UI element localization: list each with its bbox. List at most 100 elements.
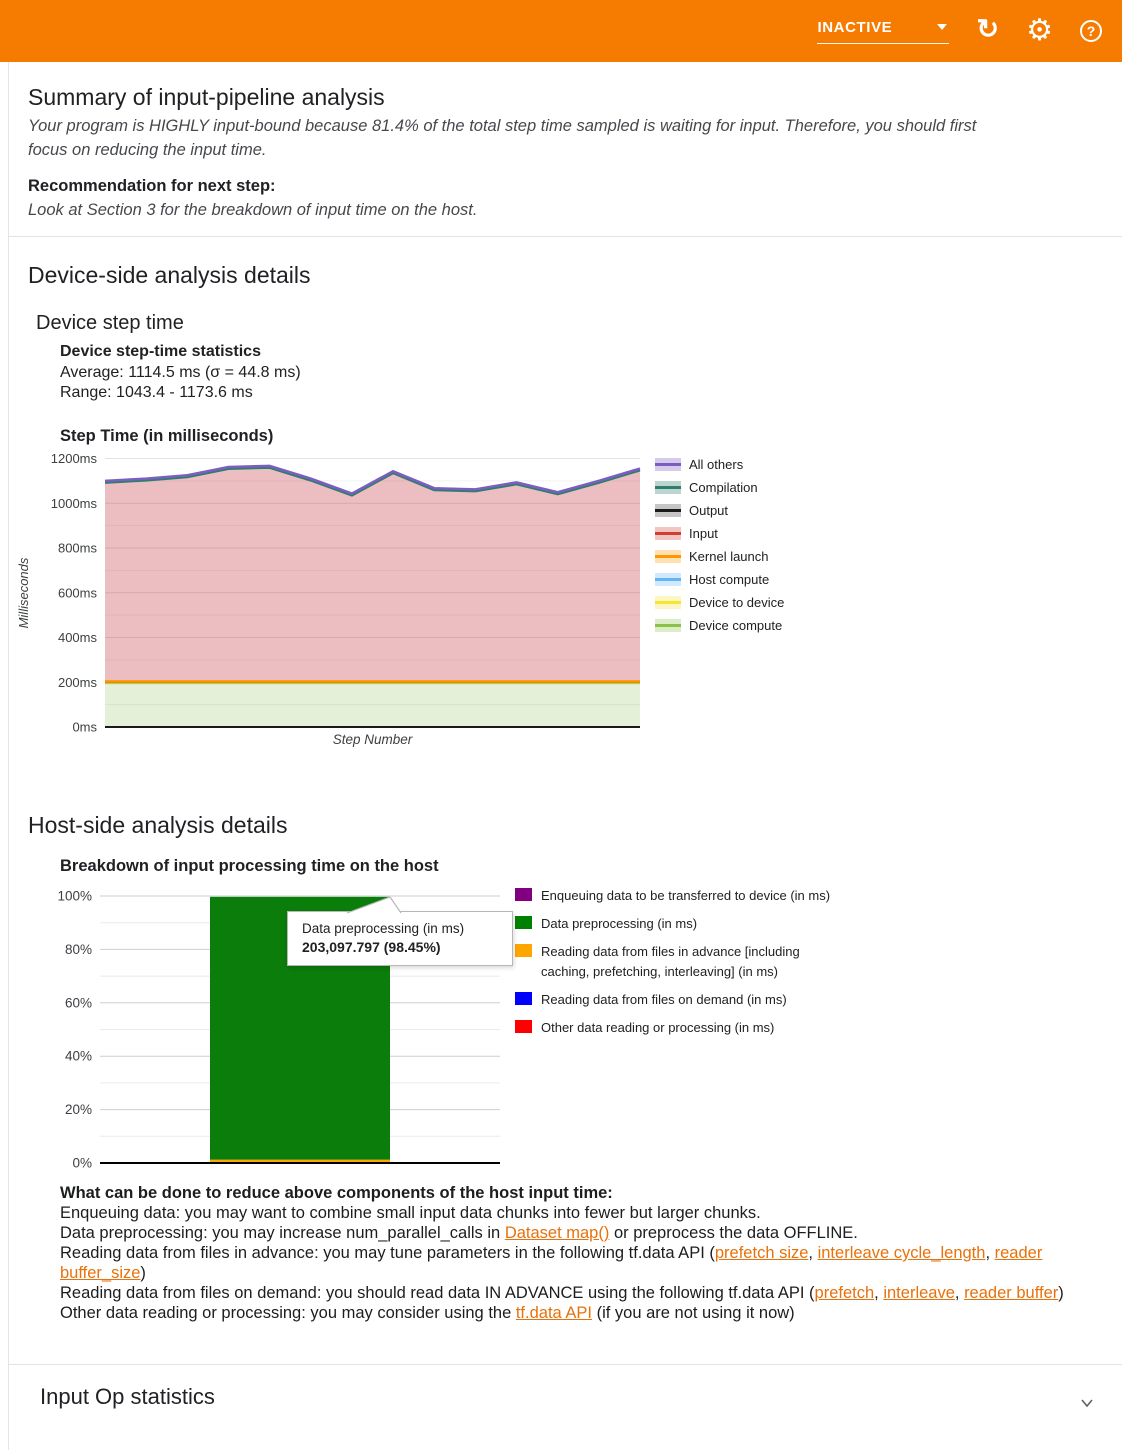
svg-text:Milliseconds: Milliseconds: [16, 557, 31, 628]
legend-item: Device to device: [655, 595, 784, 610]
advice-text: ,: [954, 1284, 965, 1302]
host-advice-block: What can be done to reduce above compone…: [60, 1183, 1072, 1323]
device-stats-average: Average: 1114.5 ms (σ = 44.8 ms): [60, 364, 301, 381]
advice-link[interactable]: reader buffer_size: [60, 1244, 1043, 1282]
advice-text: ): [1058, 1284, 1064, 1302]
chart-tooltip: Data preprocessing (in ms) 203,097.797 (…: [287, 911, 513, 966]
legend-item: Compilation: [655, 480, 784, 495]
legend-item: Kernel launch: [655, 549, 784, 564]
host-breakdown-chart-title: Breakdown of input processing time on th…: [60, 857, 439, 875]
legend-swatch: [655, 458, 681, 471]
summary-body: Your program is HIGHLY input-bound becau…: [28, 117, 977, 159]
device-section-title: Device-side analysis details: [28, 262, 311, 288]
advice-link[interactable]: interleave cycle_length: [817, 1244, 986, 1262]
legend-label: Other data reading or processing (in ms): [541, 1020, 775, 1035]
legend-item: Reading data from files on demand (in ms…: [515, 990, 845, 1010]
advice-heading: What can be done to reduce above compone…: [60, 1184, 613, 1202]
gear-icon[interactable]: ⚙: [1026, 14, 1053, 47]
svg-text:400ms: 400ms: [58, 630, 98, 645]
refresh-icon[interactable]: ↻: [976, 14, 1000, 44]
advice-line: Reading data from files on demand: you s…: [60, 1283, 1072, 1303]
recommendation-body: Look at Section 3 for the breakdown of i…: [28, 201, 478, 219]
svg-text:20%: 20%: [65, 1102, 92, 1117]
legend-item: Other data reading or processing (in ms): [515, 1018, 845, 1038]
advice-text: Enqueuing data: you may want to combine …: [60, 1204, 761, 1222]
svg-text:600ms: 600ms: [58, 585, 98, 600]
legend-label: Host compute: [689, 572, 770, 587]
legend-swatch: [655, 527, 681, 540]
legend-item: Device compute: [655, 618, 784, 633]
run-status-label: INACTIVE: [817, 18, 893, 36]
svg-text:40%: 40%: [65, 1049, 92, 1064]
input-op-statistics-title: Input Op statistics: [40, 1384, 215, 1409]
legend-swatch: [515, 992, 532, 1005]
expand-chevron-icon[interactable]: [1078, 1394, 1096, 1412]
legend-swatch: [515, 1020, 532, 1033]
advice-text: ,: [874, 1284, 884, 1302]
svg-text:1000ms: 1000ms: [51, 496, 98, 511]
advice-text: or preprocess the data OFFLINE.: [609, 1224, 858, 1242]
chevron-down-icon: [937, 24, 948, 30]
svg-text:100%: 100%: [57, 889, 92, 904]
legend-label: Data preprocessing (in ms): [541, 916, 698, 931]
legend-label: Device to device: [689, 595, 785, 610]
legend-item: Data preprocessing (in ms): [515, 914, 845, 934]
advice-link[interactable]: interleave: [883, 1284, 955, 1302]
step-time-chart-legend: All others Compilation Output Input Kernel l…: [655, 457, 784, 641]
advice-text: ,: [985, 1244, 995, 1262]
advice-line: Reading data from files in advance: you …: [60, 1243, 1072, 1283]
advice-text: ): [140, 1264, 146, 1282]
legend-item: Reading data from files in advance [incl…: [515, 942, 845, 982]
run-status-dropdown[interactable]: INACTIVE: [817, 18, 950, 44]
tooltip-value: 203,097.797 (98.45%): [302, 939, 441, 955]
legend-label: Input: [689, 526, 718, 541]
legend-item: Input: [655, 526, 784, 541]
legend-item: Enqueuing data to be transferred to devi…: [515, 886, 845, 906]
host-breakdown-bar-chart[interactable]: 0% 20% 40% 60% 80% 100%: [0, 880, 520, 1175]
legend-item: Host compute: [655, 572, 784, 587]
content-card-edge: [8, 62, 9, 1450]
host-section-title: Host-side analysis details: [28, 812, 288, 838]
step-time-area-chart[interactable]: 0ms 200ms 400ms 600ms 800ms 1000ms 1200ms Milli…: [0, 448, 820, 750]
advice-text: (if you are not using it now): [591, 1304, 795, 1322]
advice-text: Data preprocessing: you may increase num…: [60, 1224, 505, 1242]
legend-swatch: [515, 916, 532, 929]
section-divider: [8, 236, 1122, 237]
advice-link[interactable]: Dataset map(): [504, 1224, 610, 1242]
svg-text:800ms: 800ms: [58, 541, 98, 556]
legend-label: Enqueuing data to be transferred to devi…: [541, 888, 831, 903]
legend-swatch: [515, 888, 532, 901]
advice-link[interactable]: tf.data API: [515, 1304, 592, 1322]
legend-swatch: [515, 944, 532, 957]
device-stats-range: Range: 1043.4 - 1173.6 ms: [60, 384, 253, 401]
legend-label: Reading data from files on demand (in ms…: [541, 992, 787, 1007]
legend-label: Reading data from files in advance [incl…: [541, 944, 800, 979]
advice-text: Reading data from files on demand: you s…: [60, 1284, 815, 1302]
legend-swatch: [655, 481, 681, 494]
advice-link[interactable]: prefetch size: [714, 1244, 809, 1262]
legend-swatch: [655, 550, 681, 563]
step-time-chart-title: Step Time (in milliseconds): [60, 427, 274, 445]
input-op-statistics-panel[interactable]: [9, 1365, 1122, 1450]
legend-label: All others: [689, 457, 744, 472]
svg-text:1200ms: 1200ms: [51, 451, 98, 466]
advice-link[interactable]: prefetch: [814, 1284, 875, 1302]
tooltip-pointer: [346, 896, 402, 914]
svg-text:200ms: 200ms: [58, 675, 98, 690]
advice-lines: Enqueuing data: you may want to combine …: [60, 1203, 1072, 1323]
summary-title: Summary of input-pipeline analysis: [28, 84, 385, 110]
legend-item: Output: [655, 503, 784, 518]
svg-text:0%: 0%: [72, 1156, 92, 1171]
advice-link[interactable]: reader buffer: [964, 1284, 1059, 1302]
device-stats-title: Device step-time statistics: [60, 343, 261, 360]
legend-item: All others: [655, 457, 784, 472]
advice-text: Other data reading or processing: you ma…: [60, 1304, 516, 1322]
legend-label: Device compute: [689, 618, 783, 633]
section-divider: [8, 1364, 1122, 1365]
advice-line: Data preprocessing: you may increase num…: [60, 1223, 1072, 1243]
legend-label: Output: [689, 503, 729, 518]
app-toolbar: INACTIVE ↻ ⚙ ?: [0, 0, 1122, 62]
svg-text:60%: 60%: [65, 995, 92, 1010]
help-icon[interactable]: ?: [1080, 20, 1102, 42]
